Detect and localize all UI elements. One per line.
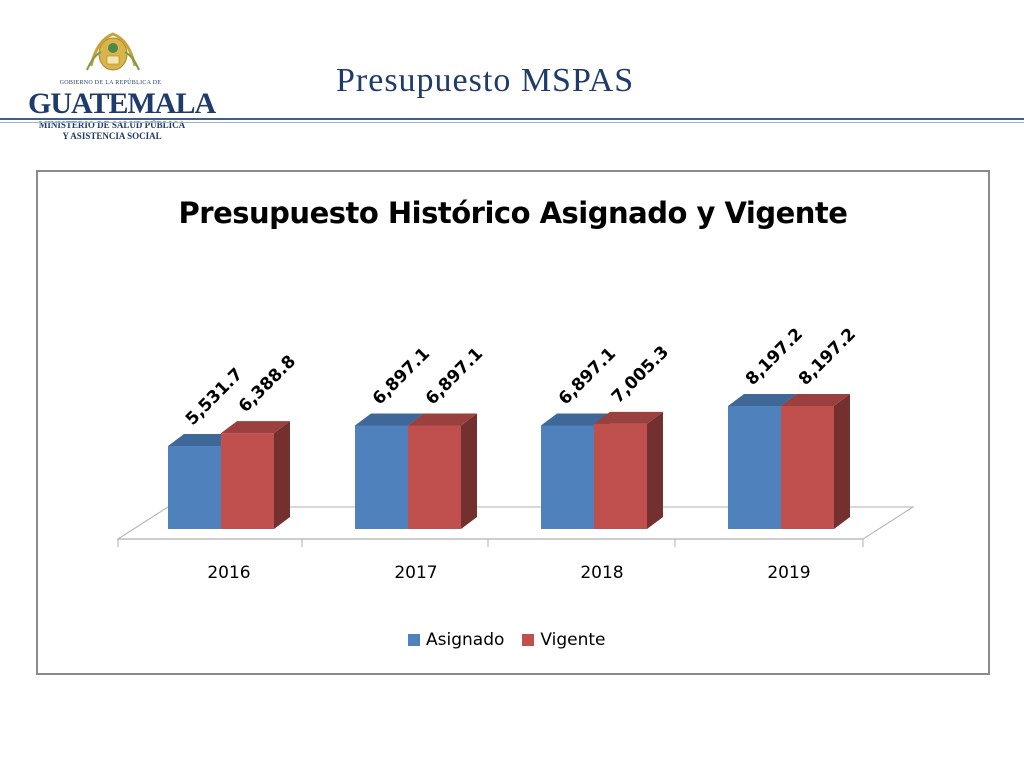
legend-swatch-asignado [408, 634, 420, 646]
data-label-asignado-2019: 8,197.2 [742, 324, 807, 389]
bar-top-asignado-2016 [168, 433, 237, 446]
bar-side-vigente-2017 [461, 413, 477, 529]
bar-vigente-2017 [408, 425, 461, 529]
legend-item-asignado: Asignado [408, 630, 504, 650]
bar-top-asignado-2018 [541, 413, 610, 426]
data-label-asignado-2018: 6,897.1 [555, 344, 620, 409]
bar-top-vigente-2017 [408, 413, 477, 426]
bar-side-vigente-2018 [647, 411, 663, 529]
legend-label-asignado: Asignado [426, 630, 505, 650]
bar-asignado-2019 [728, 405, 781, 529]
logo-ministry-line2: Y ASISTENCIA SOCIAL [62, 131, 162, 141]
legend-swatch-vigente [522, 634, 535, 646]
bar-side-vigente-2016 [274, 421, 290, 529]
legend-label-vigente: Vigente [540, 630, 606, 650]
x-tick-label-2017: 2017 [394, 563, 437, 583]
bar-vigente-2016 [221, 433, 274, 529]
bar-vigente-2019 [781, 405, 834, 529]
x-tick-label-2019: 2019 [767, 563, 810, 583]
header-divider-thin [0, 122, 1024, 123]
bar-vigente-2018 [594, 423, 647, 529]
data-label-asignado-2016: 5,531.7 [182, 364, 247, 429]
chart-title: Presupuesto Histórico Asignado y Vigente [178, 196, 848, 230]
data-label-vigente-2019: 8,197.2 [795, 324, 860, 389]
bar-top-vigente-2018 [594, 411, 663, 424]
bar-top-vigente-2016 [221, 421, 290, 434]
x-tick-label-2016: 2016 [207, 563, 250, 583]
bar-asignado-2017 [355, 425, 408, 529]
x-tick-label-2018: 2018 [580, 563, 623, 583]
coat-of-arms-icon [86, 32, 140, 71]
page-title: Presupuesto MSPAS [336, 62, 635, 99]
logo-country-text: GUATEMALA [28, 87, 216, 120]
data-label-vigente-2017: 6,897.1 [422, 344, 487, 409]
bar-top-vigente-2019 [781, 393, 850, 406]
bar-top-asignado-2019 [728, 393, 797, 406]
ministry-logo: GOBIERNO DE LA REPÚBLICA DE GUATEMALA MI… [28, 22, 216, 144]
chart-frame: Presupuesto Histórico Asignado y Vigente… [36, 170, 990, 675]
data-label-vigente-2018: 7,005.3 [608, 342, 673, 407]
data-label-vigente-2016: 6,388.8 [235, 352, 300, 417]
header-divider [0, 118, 1024, 120]
data-label-asignado-2017: 6,897.1 [369, 344, 434, 409]
legend-item-vigente: Vigente [522, 630, 606, 650]
logo-ministry-line1: MINISTERIO DE SALUD PÚBLICA [38, 120, 186, 130]
bar-top-asignado-2017 [355, 413, 424, 426]
logo-government-text: GOBIERNO DE LA REPÚBLICA DE [59, 80, 162, 86]
bar-chart: 5,531.76,388.820166,897.16,897.120176,89… [116, 324, 915, 583]
bar-side-vigente-2019 [834, 393, 850, 529]
bar-asignado-2016 [168, 445, 221, 529]
chart-legend: Asignado Vigente [408, 630, 616, 650]
bar-asignado-2018 [541, 425, 594, 529]
